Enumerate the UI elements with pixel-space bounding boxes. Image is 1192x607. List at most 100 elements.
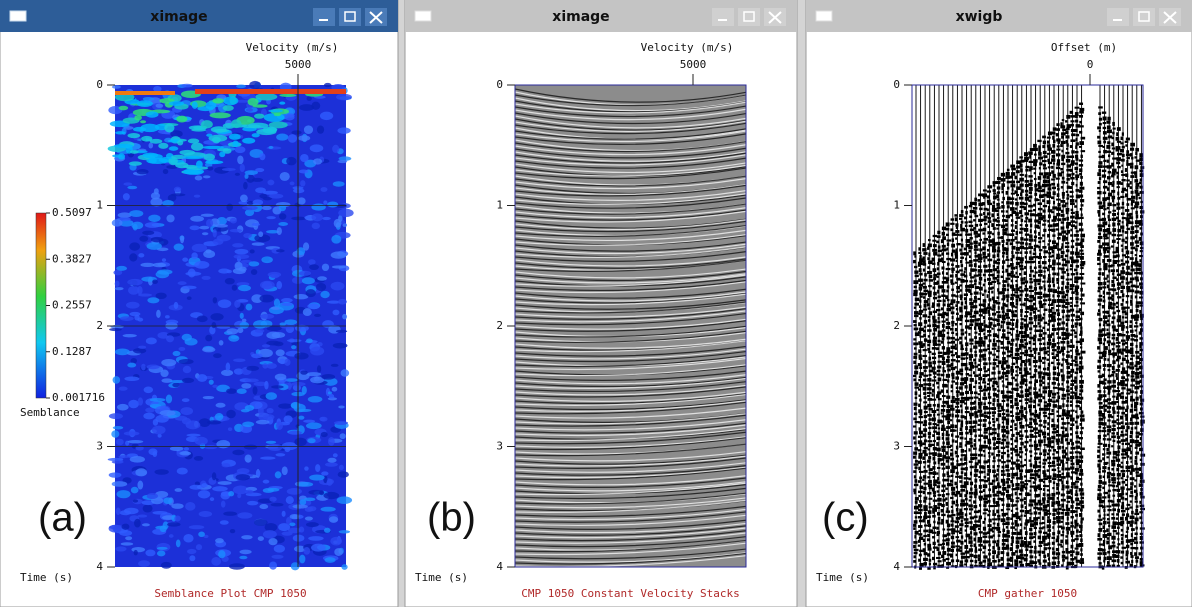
trace-wiggle bbox=[973, 305, 977, 308]
maximize-button[interactable] bbox=[1133, 8, 1155, 26]
trace-wiggle bbox=[1102, 354, 1107, 357]
trace-wiggle bbox=[1111, 445, 1113, 447]
trace-wiggle bbox=[1080, 208, 1083, 211]
trace-wiggle bbox=[992, 421, 995, 423]
trace-wiggle bbox=[932, 508, 937, 512]
trace-wiggle bbox=[1065, 135, 1069, 138]
trace-wiggle bbox=[947, 548, 951, 552]
trace-wiggle bbox=[964, 315, 967, 317]
minimize-button[interactable] bbox=[712, 8, 734, 26]
trace-wiggle bbox=[918, 322, 922, 326]
trace-wiggle bbox=[1020, 168, 1023, 172]
trace-wiggle bbox=[932, 452, 937, 456]
trace-wiggle bbox=[1099, 480, 1103, 484]
trace-wiggle bbox=[1042, 184, 1047, 188]
trace-wiggle bbox=[1002, 439, 1007, 442]
trace-wiggle bbox=[1024, 558, 1028, 562]
trace-wiggle bbox=[914, 549, 919, 551]
trace-wiggle bbox=[1039, 325, 1042, 327]
trace-wiggle bbox=[1066, 159, 1070, 163]
semblance-blob bbox=[212, 486, 228, 491]
trace-wiggle bbox=[1001, 298, 1005, 300]
trace-wiggle bbox=[1056, 213, 1060, 216]
trace-wiggle bbox=[1070, 139, 1075, 142]
trace-wiggle bbox=[1042, 357, 1046, 360]
window-menu-button[interactable] bbox=[10, 11, 26, 21]
trace-wiggle bbox=[1034, 550, 1037, 553]
trace-wiggle bbox=[1043, 505, 1048, 509]
trace-wiggle bbox=[1051, 362, 1053, 364]
trace-wiggle bbox=[1052, 187, 1056, 189]
trace-wiggle bbox=[997, 288, 999, 291]
maximize-button[interactable] bbox=[339, 8, 361, 26]
trace-wiggle bbox=[1033, 465, 1038, 469]
trace-wiggle bbox=[955, 409, 960, 413]
trace-wiggle bbox=[992, 460, 995, 462]
trace-wiggle bbox=[1001, 406, 1004, 410]
trace-wiggle bbox=[1001, 178, 1006, 182]
trace-wiggle bbox=[1081, 294, 1085, 297]
window-title: ximage bbox=[552, 9, 609, 25]
trace-wiggle bbox=[1037, 457, 1041, 460]
semblance-blob bbox=[268, 146, 273, 149]
trace-wiggle bbox=[1080, 199, 1084, 202]
trace-wiggle bbox=[1102, 225, 1105, 227]
semblance-blob bbox=[153, 263, 166, 267]
window-menu-button[interactable] bbox=[816, 11, 832, 21]
trace-wiggle bbox=[1103, 250, 1106, 253]
trace-wiggle bbox=[927, 392, 932, 394]
trace-wiggle bbox=[1098, 165, 1103, 168]
trace-wiggle bbox=[1047, 280, 1052, 282]
trace-wiggle bbox=[955, 435, 959, 437]
trace-wiggle bbox=[993, 333, 997, 337]
semblance-blob bbox=[213, 239, 224, 245]
trace-wiggle bbox=[1042, 199, 1045, 202]
trace-wiggle bbox=[952, 238, 954, 242]
trace-wiggle bbox=[1002, 421, 1004, 423]
semblance-blob bbox=[333, 453, 338, 457]
trace-wiggle bbox=[974, 392, 977, 395]
semblance-blob bbox=[332, 265, 346, 268]
trace-wiggle bbox=[1007, 181, 1012, 184]
trace-wiggle bbox=[1065, 539, 1068, 543]
trace-wiggle bbox=[1015, 284, 1018, 287]
trace-wiggle bbox=[932, 393, 934, 396]
trace-wiggle bbox=[984, 223, 988, 225]
trace-wiggle bbox=[1020, 228, 1024, 231]
trace-wiggle bbox=[1102, 218, 1106, 221]
trace-wiggle bbox=[1103, 386, 1107, 389]
trace-wiggle bbox=[960, 348, 964, 350]
semblance-blob bbox=[269, 497, 276, 502]
trace-wiggle bbox=[1051, 501, 1055, 504]
semblance-blob bbox=[190, 485, 203, 490]
trace-wiggle bbox=[998, 413, 1002, 417]
semblance-blob bbox=[327, 202, 338, 208]
trace-wiggle bbox=[1001, 183, 1005, 187]
trace-wiggle bbox=[1007, 485, 1011, 489]
trace-wiggle bbox=[1024, 339, 1026, 342]
minimize-button[interactable] bbox=[313, 8, 335, 26]
trace-wiggle bbox=[1111, 432, 1114, 434]
trace-wiggle bbox=[983, 402, 986, 405]
trace-wiggle bbox=[1066, 410, 1070, 414]
trace-wiggle bbox=[1103, 434, 1107, 436]
trace-wiggle bbox=[914, 431, 918, 434]
trace-wiggle bbox=[1048, 131, 1052, 135]
trace-wiggle bbox=[1052, 155, 1055, 158]
trace-wiggle bbox=[927, 515, 931, 518]
trace-wiggle bbox=[1029, 195, 1033, 198]
semblance-blob bbox=[190, 225, 200, 230]
trace-wiggle bbox=[1116, 203, 1119, 206]
trace-wiggle bbox=[946, 326, 951, 329]
trace-wiggle bbox=[1001, 518, 1006, 522]
trace-wiggle bbox=[1057, 530, 1060, 534]
trace-wiggle bbox=[978, 269, 983, 273]
window-menu-button[interactable] bbox=[415, 11, 431, 21]
trace-wiggle bbox=[1043, 342, 1046, 345]
minimize-button[interactable] bbox=[1107, 8, 1129, 26]
trace-wiggle bbox=[997, 523, 1000, 527]
maximize-button[interactable] bbox=[738, 8, 760, 26]
trace-wiggle bbox=[1048, 363, 1050, 367]
semblance-blob bbox=[152, 279, 158, 284]
trace-wiggle bbox=[1053, 174, 1056, 178]
